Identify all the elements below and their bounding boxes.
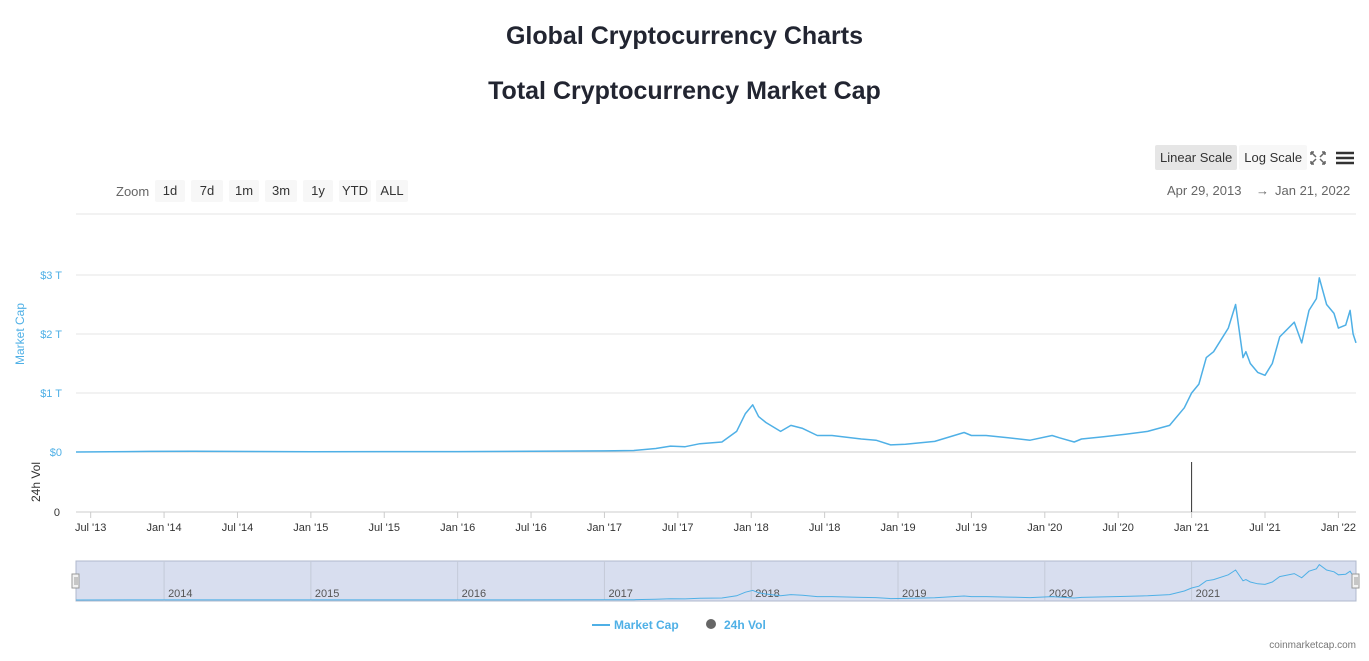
legend-label: 24h Vol [724, 618, 766, 632]
menu-icon[interactable] [1334, 148, 1356, 168]
x-tick-label: Jul '21 [1249, 522, 1280, 534]
credits[interactable]: coinmarketcap.com [1269, 640, 1356, 651]
log-scale-button[interactable]: Log Scale [1239, 145, 1308, 170]
zoom-1m-button[interactable]: 1m [229, 180, 259, 202]
x-tick-label: Jan '19 [880, 522, 915, 534]
y-tick-label: $0 [50, 447, 62, 459]
y-tick-label: $1 T [40, 388, 62, 400]
x-tick-label: Jan '16 [440, 522, 475, 534]
legend-dot-marker [706, 619, 716, 629]
navigator-line [75, 563, 1357, 601]
zoom-1d-button[interactable]: 1d [155, 180, 185, 202]
x-tick-label: Jul '13 [75, 522, 106, 534]
market-cap-line [75, 277, 1357, 453]
navigator-window [75, 560, 1357, 602]
x-tick-label: Jan '15 [293, 522, 328, 534]
x-tick-label: Jan '17 [587, 522, 622, 534]
navigator-right-handle[interactable] [1351, 573, 1360, 589]
x-tick-label: Jul '15 [369, 522, 400, 534]
navigator-year-label: 2021 [1196, 588, 1220, 600]
volume-axis-title: 24h Vol [29, 462, 43, 502]
scale-toggle: Linear Scale Log Scale [1155, 145, 1308, 170]
legend-item-market-cap[interactable]: Market Cap [592, 618, 679, 632]
x-tick-label: Jul '18 [809, 522, 840, 534]
zoom-ytd-button[interactable]: YTD [339, 180, 371, 202]
zoom-3m-button[interactable]: 3m [265, 180, 297, 202]
range-to-input[interactable]: Jan 21, 2022 [1275, 183, 1351, 198]
range-arrow: → [1256, 183, 1269, 198]
x-tick-label: Jul '19 [956, 522, 987, 534]
linear-scale-button[interactable]: Linear Scale [1155, 145, 1238, 170]
navigator-year-label: 2016 [462, 588, 486, 600]
zoom-1y-button[interactable]: 1y [303, 180, 333, 202]
fullscreen-icon[interactable] [1307, 148, 1329, 168]
y-tick-label: $3 T [40, 270, 62, 282]
navigator-left-handle[interactable] [71, 573, 80, 589]
x-tick-label: Jan '21 [1174, 522, 1209, 534]
volume-tick-label: 0 [54, 507, 60, 519]
x-tick-label: Jan '18 [734, 522, 769, 534]
x-tick-label: Jul '20 [1102, 522, 1133, 534]
x-tick-label: Jul '14 [222, 522, 253, 534]
y-tick-label: $2 T [40, 329, 62, 341]
x-tick-label: Jan '14 [147, 522, 182, 534]
x-tick-label: Jan '20 [1027, 522, 1062, 534]
x-tick-label: Jul '16 [515, 522, 546, 534]
legend-label: Market Cap [614, 618, 679, 632]
zoom-7d-button[interactable]: 7d [191, 180, 223, 202]
navigator-year-label: 2014 [168, 588, 192, 600]
x-tick-label: Jan '22 [1321, 522, 1356, 534]
navigator-year-label: 2015 [315, 588, 339, 600]
navigator-year-label: 2017 [608, 588, 632, 600]
navigator-year-label: 2019 [902, 588, 926, 600]
page-title: Global Cryptocurrency Charts [505, 22, 864, 50]
zoom-label: Zoom [116, 184, 150, 199]
chart-title: Total Cryptocurrency Market Cap [488, 77, 881, 105]
x-tick-label: Jul '17 [662, 522, 693, 534]
y-axis-title: Market Cap [13, 303, 27, 365]
legend-item-24h-vol[interactable]: 24h Vol [706, 618, 766, 632]
zoom-all-button[interactable]: ALL [376, 180, 408, 202]
range-from-input[interactable]: Apr 29, 2013 [1167, 183, 1242, 198]
